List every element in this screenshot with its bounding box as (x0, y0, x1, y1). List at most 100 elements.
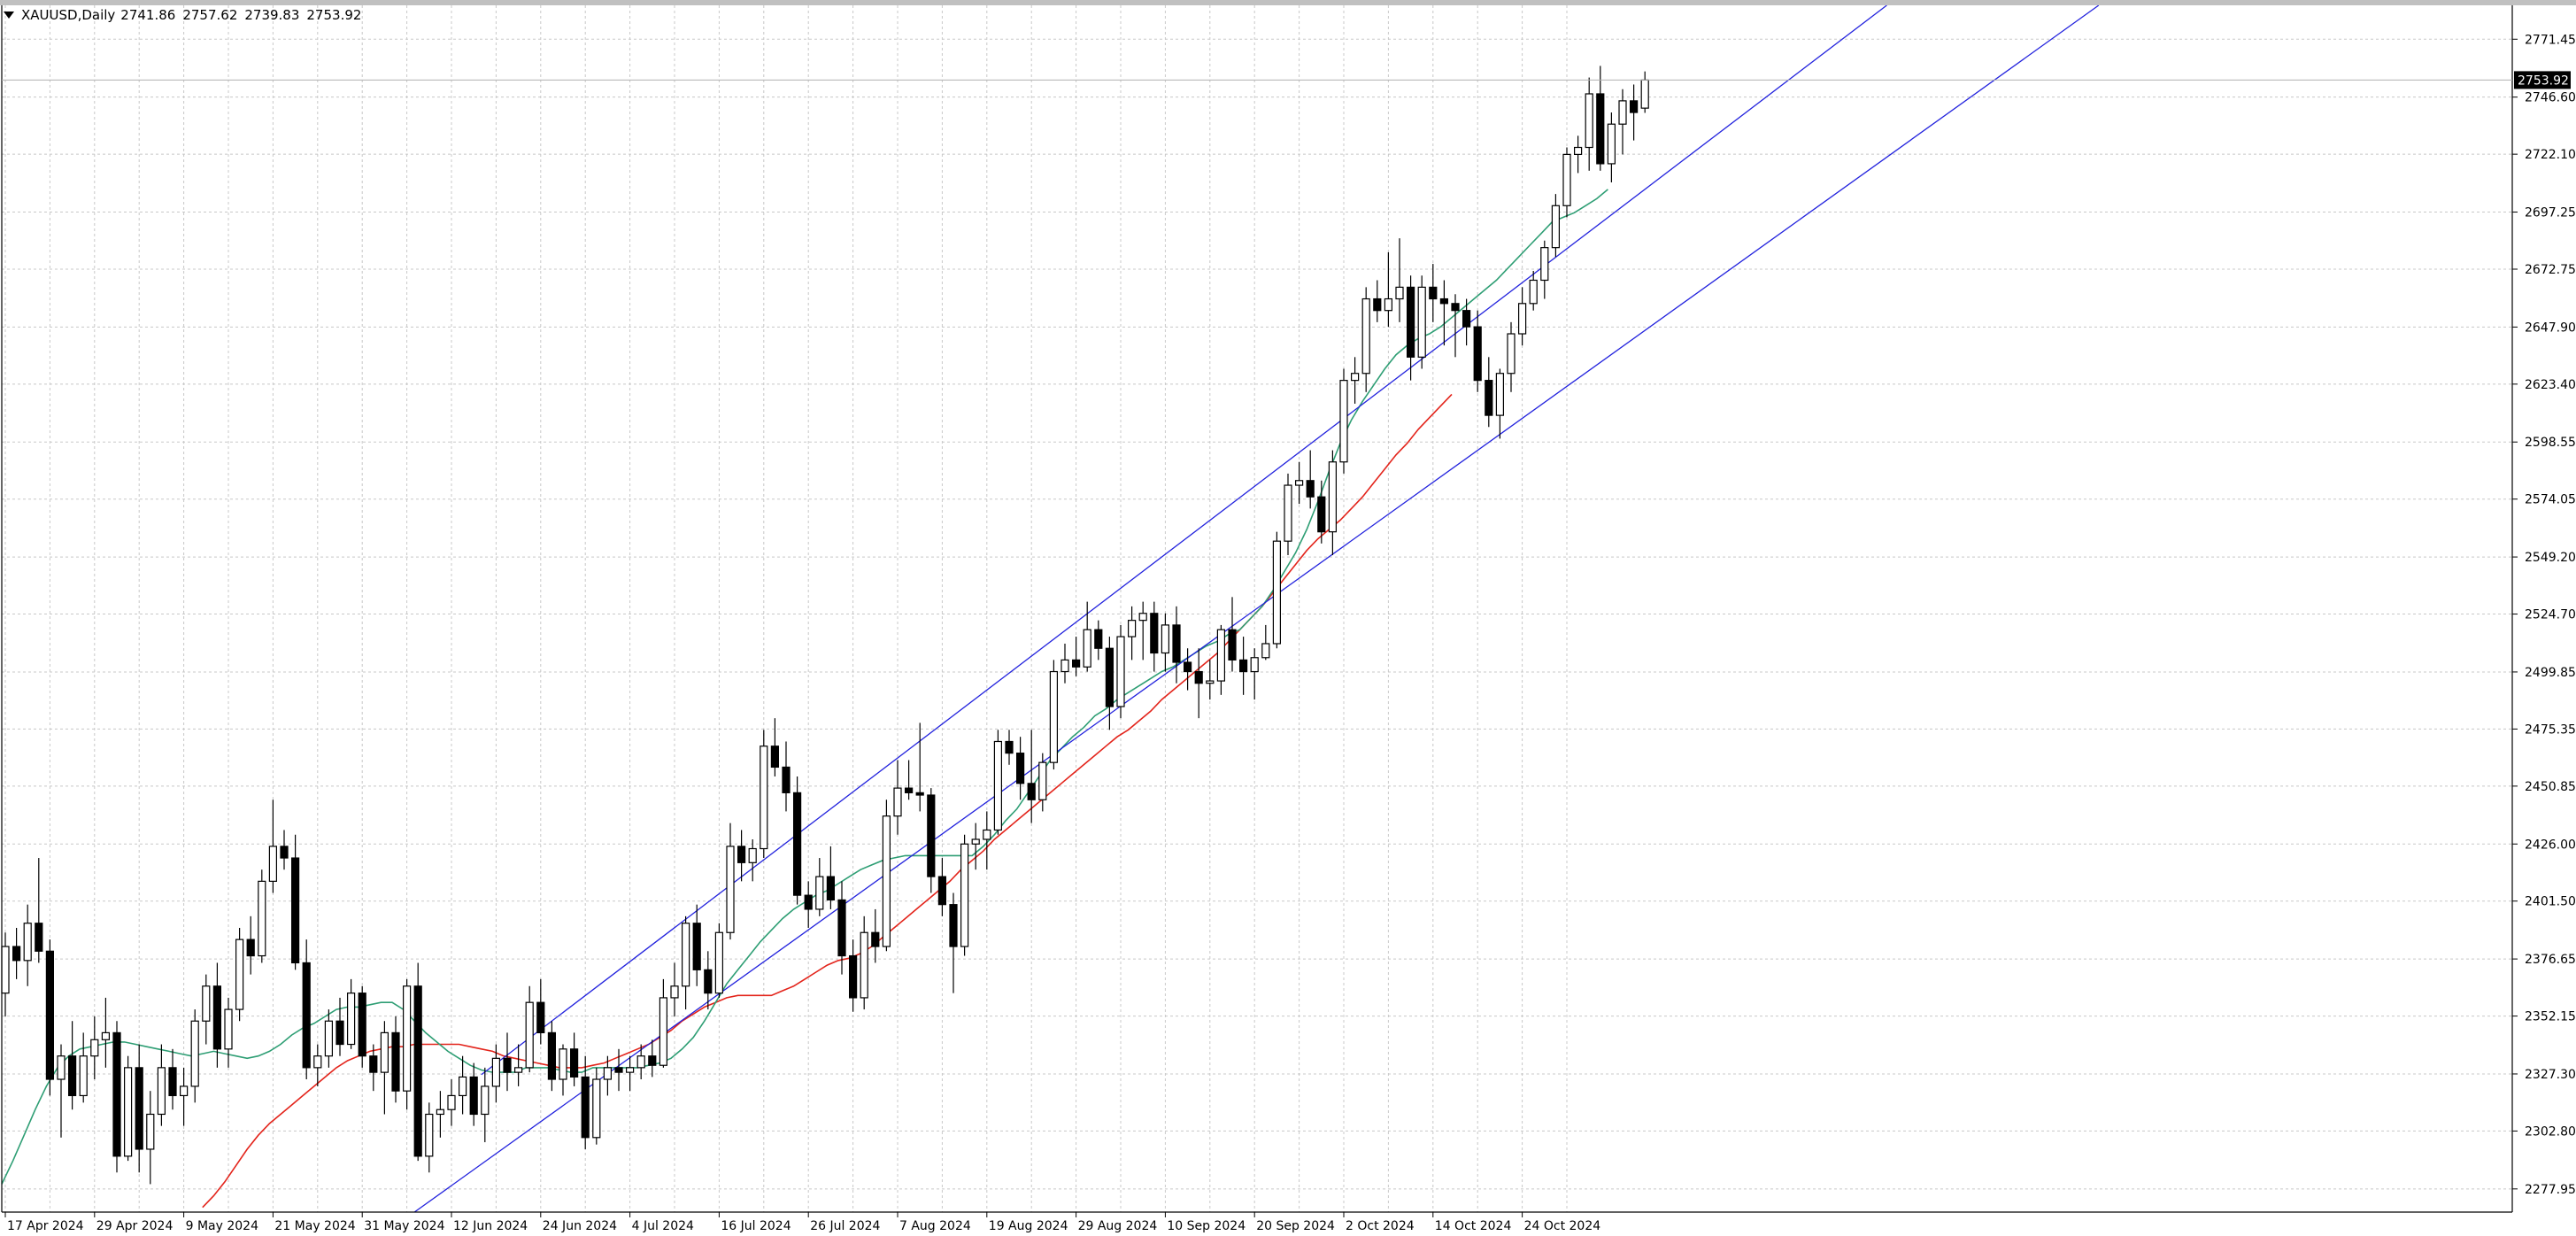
candle (848, 939, 858, 1012)
candle (871, 908, 880, 963)
current-price-marker: 2753.92 (2, 71, 2571, 89)
candle (413, 962, 422, 1162)
dropdown-triangle-icon[interactable] (4, 12, 14, 19)
candle (1306, 450, 1315, 509)
candle (1417, 275, 1426, 369)
candle-body (760, 745, 768, 850)
price-tick-label: 2623.40 (2525, 378, 2576, 392)
price-tick-label: 2524.70 (2525, 608, 2576, 622)
candle-body (1172, 624, 1181, 663)
candle (1105, 637, 1114, 730)
candle (1451, 294, 1460, 358)
candle (1551, 194, 1561, 258)
candle-body (1361, 297, 1370, 375)
price-tick-label: 2697.25 (2525, 206, 2576, 220)
candle (1238, 637, 1248, 695)
candle (12, 927, 21, 979)
candle (469, 1062, 478, 1126)
trend-channel[interactable] (413, 4, 2100, 1213)
candle (335, 997, 344, 1056)
candle-body (648, 1055, 657, 1066)
candle (559, 1044, 567, 1096)
price-tick-label: 2450.85 (2525, 780, 2576, 794)
time-tick-label: 20 Sep 2024 (1256, 1219, 1335, 1233)
candle (235, 927, 244, 1022)
candles (1, 66, 1649, 1185)
candle-body (1495, 373, 1505, 416)
candle-body (1, 946, 10, 994)
candle-body (1339, 380, 1348, 463)
channel-upper-line[interactable] (481, 4, 1887, 1076)
candle-body (826, 876, 836, 901)
candle-body (1094, 629, 1103, 649)
candle-body (1540, 247, 1549, 282)
candle-body (559, 1048, 567, 1080)
candle-body (871, 931, 880, 947)
candle-body (425, 1113, 434, 1157)
candle-body (782, 766, 791, 793)
symbol-info-bar: XAUUSD,Daily 2741.86 2757.62 2739.83 275… (4, 7, 361, 23)
candle-body (268, 846, 277, 882)
time-tick-label: 24 Oct 2024 (1524, 1219, 1601, 1233)
candle-body (469, 1076, 478, 1116)
candle (1250, 648, 1259, 700)
candle (1562, 147, 1571, 218)
candle-body (436, 1109, 444, 1116)
candle (1640, 71, 1649, 113)
candle (313, 1044, 322, 1086)
candle (358, 985, 366, 1068)
candle (1607, 112, 1616, 182)
candle-body (1395, 286, 1404, 300)
candle (904, 760, 914, 800)
candle (1083, 601, 1091, 672)
price-tick-label: 2598.55 (2525, 436, 2576, 450)
price-tick-label: 2426.00 (2525, 838, 2576, 852)
candle (1172, 606, 1181, 684)
time-tick-label: 29 Aug 2024 (1078, 1219, 1158, 1233)
candle (1005, 730, 1014, 765)
candle-body (35, 923, 43, 952)
candle (1138, 601, 1147, 660)
candle-body (180, 1085, 189, 1097)
symbol-timeframe: XAUUSD,Daily (21, 7, 116, 23)
candle-body (1116, 636, 1125, 707)
candle (23, 904, 32, 986)
time-tick-label: 26 Jul 2024 (810, 1219, 880, 1233)
candle-body (1485, 380, 1493, 416)
candle (603, 1055, 613, 1096)
candle-body (67, 1055, 77, 1097)
candle-body (1049, 670, 1059, 763)
time-tick-label: 24 Jun 2024 (543, 1219, 617, 1233)
price-tick-label: 2352.15 (2525, 1010, 2576, 1024)
candle-body (190, 1020, 199, 1087)
candle-body (235, 939, 244, 1010)
candle-body (625, 1067, 635, 1073)
candle-body (1161, 624, 1170, 654)
candle-body (547, 1031, 557, 1080)
channel-lower-line[interactable] (413, 4, 2100, 1213)
candle (1462, 298, 1471, 346)
candle (770, 718, 780, 776)
candle (782, 741, 791, 812)
candle (67, 1021, 77, 1110)
candle (180, 1067, 189, 1126)
candle-body (212, 985, 221, 1050)
price-tick-label: 2574.05 (2525, 493, 2576, 507)
candle (425, 1102, 434, 1173)
time-tick-label: 2 Oct 2024 (1346, 1219, 1415, 1233)
candle-body (1607, 123, 1616, 165)
time-tick-label: 19 Aug 2024 (989, 1219, 1068, 1233)
candle-body (893, 787, 902, 817)
candle (1317, 480, 1326, 544)
candle-body (1105, 647, 1114, 707)
candle-body (1206, 680, 1215, 684)
candle (592, 1067, 601, 1145)
candle (45, 939, 55, 1096)
candle (79, 1032, 88, 1103)
candle-body (146, 1113, 155, 1150)
candle (726, 823, 735, 940)
candle-body (1462, 310, 1471, 328)
candle (35, 858, 43, 963)
candle-body (12, 946, 21, 962)
